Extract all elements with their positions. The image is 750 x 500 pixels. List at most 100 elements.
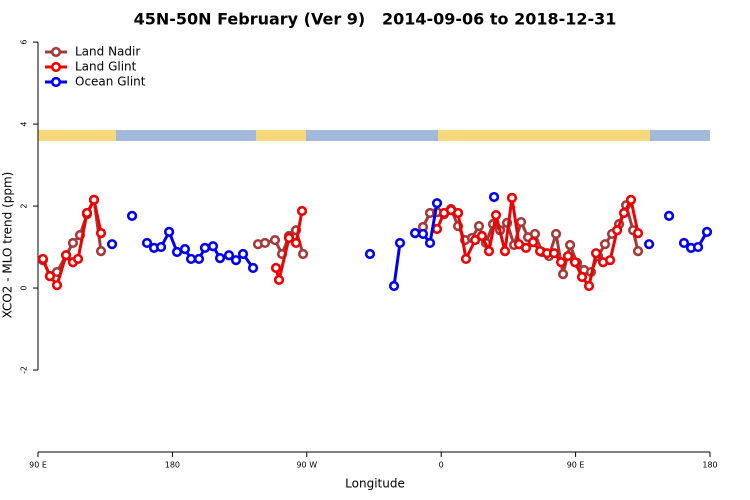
data-point (364, 248, 376, 260)
data-point (126, 210, 138, 221)
data-point (37, 253, 49, 265)
x-tick-label: 90 W (296, 461, 317, 470)
data-point (469, 234, 481, 246)
data-point (618, 207, 630, 219)
data-point (424, 237, 436, 249)
data-point (663, 210, 675, 221)
x-tick-label: 90 E (29, 461, 47, 470)
data-point (548, 248, 560, 259)
data-point (269, 234, 281, 246)
data-point (199, 242, 211, 253)
data-point (237, 248, 249, 260)
legend-label: Land Nadir (75, 45, 140, 59)
data-point (60, 250, 72, 261)
data-point (520, 242, 532, 253)
data-point (296, 205, 308, 217)
legend-marker (50, 61, 62, 73)
data-point (88, 194, 100, 206)
data-point (247, 262, 259, 274)
data-point (550, 228, 562, 240)
data-point (452, 207, 464, 219)
legend-label: Land Glint (75, 60, 137, 74)
data-point (417, 228, 429, 240)
data-point (460, 253, 472, 265)
y-tick-label: 2 (20, 204, 29, 209)
data-point (599, 239, 611, 250)
data-point (141, 237, 153, 249)
data-point (230, 255, 242, 266)
data-point (483, 246, 495, 257)
data-point (625, 194, 637, 206)
data-point (388, 280, 400, 292)
data-point (515, 216, 527, 228)
data-point (297, 248, 309, 260)
chart-title: 45N-50N February (Ver 9) 2014-09-06 to 2… (134, 10, 617, 29)
data-point (106, 239, 118, 250)
data-point (95, 228, 107, 239)
y-tick-label: 6 (20, 40, 29, 45)
data-point (270, 262, 282, 274)
data-point (473, 221, 485, 232)
data-point (259, 237, 271, 249)
y-tick-label: 4 (20, 122, 29, 127)
data-point (51, 280, 63, 291)
data-point (692, 241, 704, 253)
x-tick-label: 90 E (567, 461, 585, 470)
data-point (490, 209, 502, 221)
data-point (223, 250, 235, 261)
data-point (612, 225, 623, 236)
data-point (527, 237, 539, 248)
land-strip (438, 130, 650, 141)
legend-label: Ocean Glint (75, 75, 146, 89)
data-point (499, 246, 511, 257)
data-point (678, 237, 690, 249)
data-point (81, 207, 93, 219)
data-point (67, 237, 79, 249)
data-point (72, 253, 84, 265)
data-point (214, 253, 226, 264)
data-point (44, 271, 56, 282)
data-point (557, 269, 569, 280)
data-point (193, 253, 205, 265)
data-point (576, 271, 588, 283)
y-tick-label: -2 (20, 366, 29, 374)
data-point (632, 246, 644, 257)
data-point (583, 280, 595, 292)
data-point (506, 192, 518, 203)
data-point (529, 228, 541, 240)
data-point (476, 230, 488, 242)
data-point (562, 250, 574, 262)
data-point (394, 237, 406, 249)
x-tick-label: 180 (702, 461, 717, 470)
data-point (290, 237, 302, 249)
data-point (632, 228, 644, 239)
land-strip (38, 130, 116, 141)
data-point (590, 248, 602, 259)
data-point (164, 226, 175, 237)
data-point (95, 246, 107, 257)
data-point (171, 246, 183, 258)
data-point (564, 239, 576, 251)
data-point (409, 228, 421, 239)
legend-marker (50, 46, 62, 58)
x-tick-label: 0 (439, 461, 444, 470)
land-strip (256, 130, 306, 141)
data-point (556, 257, 567, 268)
x-axis-title: Longitude (345, 477, 405, 491)
ocean-strip (38, 130, 710, 141)
data-point (207, 241, 219, 252)
data-point (185, 253, 197, 265)
legend-marker (50, 76, 62, 88)
x-tick-label: 180 (165, 461, 180, 470)
data-point (701, 226, 713, 237)
data-point (569, 257, 581, 268)
data-point (155, 241, 167, 253)
data-point (283, 232, 295, 244)
data-point (488, 191, 500, 203)
y-tick-label: 0 (20, 285, 29, 290)
data-point (604, 255, 616, 266)
data-point (273, 274, 285, 285)
